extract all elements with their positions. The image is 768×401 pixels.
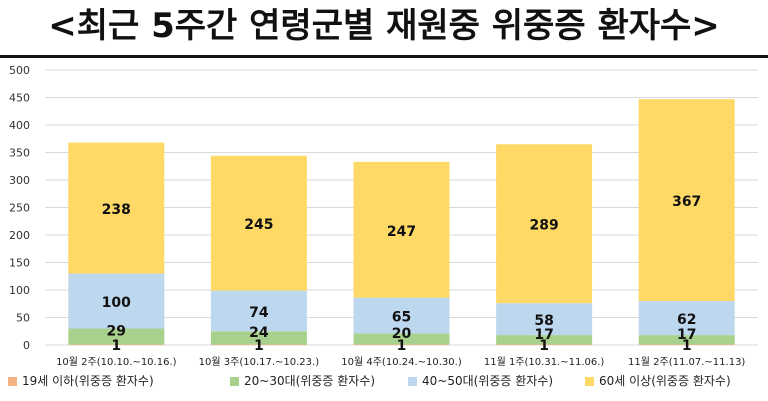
- bar-segment: [638, 335, 735, 345]
- y-tick-label: 0: [23, 339, 30, 352]
- bar-segment: [210, 344, 307, 345]
- data-label: 289: [529, 218, 558, 234]
- bar-segment: [353, 161, 450, 298]
- x-tick-label: 10월 3주(10.17.~10.23.): [199, 356, 320, 368]
- bar-segment: [496, 344, 593, 345]
- stacked-bar-chart: 0501001502002503003504004505001291002381…: [8, 64, 758, 388]
- data-label: 58: [534, 313, 553, 329]
- data-label: 1: [397, 338, 407, 354]
- bar-segment: [68, 273, 165, 329]
- data-label: 65: [392, 310, 411, 326]
- y-tick-label: 100: [9, 284, 30, 297]
- legend-label: 20~30대(위중증 환자수): [244, 374, 375, 388]
- y-tick-label: 300: [9, 174, 30, 187]
- legend-label: 19세 이하(위중증 환자수): [22, 374, 154, 388]
- bar-segment: [496, 303, 593, 336]
- bar-segment: [210, 155, 307, 291]
- data-label: 367: [672, 194, 701, 210]
- bar-segment: [496, 144, 593, 304]
- bar-segment: [353, 297, 450, 334]
- data-label: 17: [534, 327, 553, 343]
- x-tick-label: 10월 4주(10.24.~10.30.): [341, 356, 462, 368]
- x-tick-label: 11월 2주(11.07.~11.13): [628, 356, 745, 368]
- bar-segment: [353, 344, 450, 345]
- bar-segment: [68, 328, 165, 345]
- data-label: 1: [682, 338, 692, 354]
- data-label: 74: [249, 305, 269, 321]
- bar-segment: [210, 331, 307, 345]
- legend-swatch: [8, 377, 17, 386]
- data-label: 247: [387, 224, 416, 240]
- data-label: 24: [249, 325, 269, 341]
- data-label: 245: [244, 217, 273, 233]
- bar-segment: [496, 335, 593, 345]
- chart-title: <최근 5주간 연령군별 재원중 위중증 환자수>: [48, 6, 720, 46]
- y-tick-label: 50: [16, 312, 30, 325]
- y-tick-label: 150: [9, 257, 30, 270]
- data-label: 1: [539, 338, 549, 354]
- y-tick-label: 250: [9, 202, 30, 215]
- y-tick-label: 500: [9, 64, 30, 77]
- y-tick-label: 200: [9, 229, 30, 242]
- bar-segment: [353, 333, 450, 345]
- legend-swatch: [230, 377, 239, 386]
- y-tick-label: 400: [9, 119, 30, 132]
- bar-segment: [210, 290, 307, 332]
- data-label: 238: [102, 202, 131, 218]
- bar-segment: [638, 344, 735, 345]
- bar-segment: [638, 99, 735, 302]
- x-tick-label: 10월 2주(10.10.~10.16.): [56, 356, 177, 368]
- bar-segment: [638, 301, 735, 336]
- data-label: 29: [107, 323, 126, 339]
- x-tick-label: 11월 1주(10.31.~11.06.): [484, 356, 605, 368]
- bar-segment: [68, 344, 165, 345]
- legend-swatch: [585, 377, 594, 386]
- legend-label: 40~50대(위중증 환자수): [422, 374, 553, 388]
- data-label: 1: [254, 338, 264, 354]
- y-tick-label: 350: [9, 147, 30, 160]
- y-tick-label: 450: [9, 92, 30, 105]
- data-label: 100: [102, 295, 131, 311]
- data-label: 62: [677, 312, 696, 328]
- title-underline: [0, 55, 768, 58]
- legend-swatch: [408, 377, 417, 386]
- data-label: 17: [677, 327, 696, 343]
- bar-segment: [68, 142, 165, 274]
- data-label: 20: [392, 326, 412, 342]
- data-label: 1: [111, 338, 121, 354]
- legend-label: 60세 이상(위중증 환자수): [599, 374, 731, 388]
